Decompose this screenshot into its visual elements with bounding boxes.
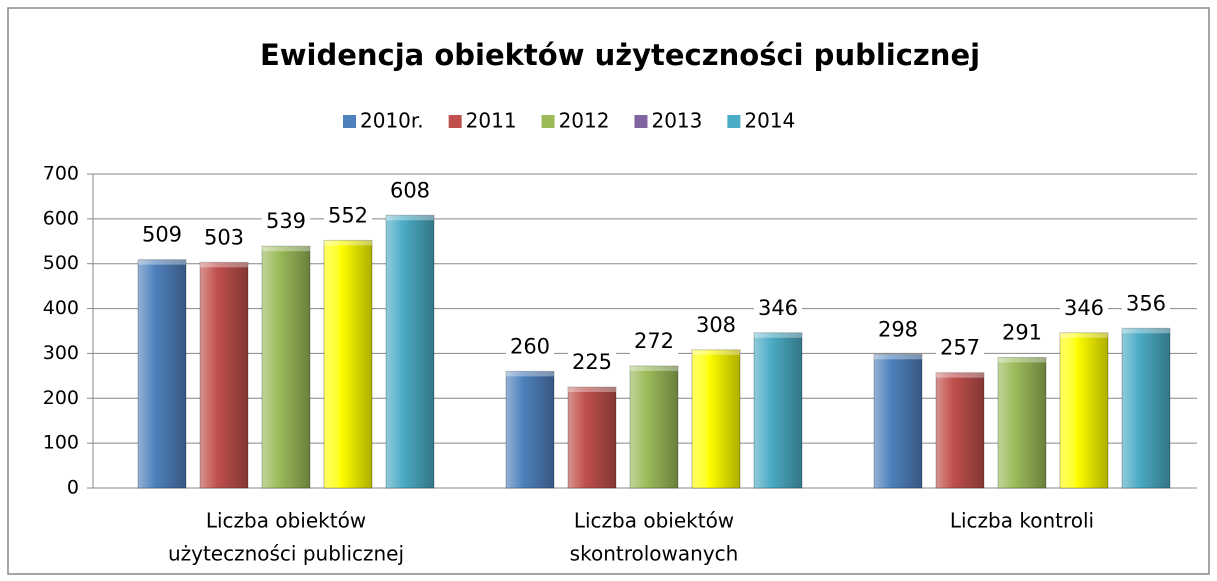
legend-label: 2010r.	[360, 109, 424, 133]
bar-top	[692, 349, 740, 355]
legend-swatch	[634, 115, 648, 128]
legend-label: 2013	[651, 109, 702, 133]
bar-top	[200, 262, 248, 268]
legend-label: 2011	[466, 109, 517, 133]
bar-top	[262, 246, 310, 252]
y-tick-label: 600	[43, 207, 79, 229]
data-label-bg	[567, 349, 617, 378]
legend-label: 2014	[744, 109, 795, 133]
bar	[505, 370, 555, 489]
y-tick-label: 700	[43, 163, 79, 185]
bar	[997, 356, 1047, 489]
bar	[691, 349, 741, 489]
data-label: 539	[266, 209, 306, 233]
bar	[1059, 332, 1109, 489]
y-tick-label: 100	[43, 432, 79, 454]
data-label: 346	[1064, 296, 1104, 320]
data-label: 291	[1002, 320, 1042, 344]
bar	[323, 239, 373, 489]
data-label-bg	[1121, 290, 1171, 319]
data-label-bg	[323, 202, 373, 231]
data-label-bg	[629, 327, 679, 356]
data-label-bg	[753, 294, 803, 323]
bar-top	[998, 357, 1046, 363]
bar	[629, 365, 679, 489]
y-tick-label: 0	[67, 477, 79, 499]
x-tick-label: Liczba obiektów	[206, 509, 366, 533]
data-label: 257	[940, 336, 980, 360]
bar	[261, 245, 311, 489]
bar	[199, 261, 249, 489]
x-tick-label: skontrolowanych	[570, 542, 739, 566]
x-tick-label: Liczba obiektów	[574, 509, 734, 533]
legend-swatch	[541, 115, 555, 128]
y-tick-label: 200	[43, 387, 79, 409]
bar	[1121, 327, 1171, 489]
data-label: 260	[510, 334, 550, 358]
chart-border	[7, 7, 1210, 575]
legend-swatch	[448, 115, 462, 128]
data-label-bg	[691, 311, 741, 340]
data-label: 608	[390, 178, 430, 202]
data-label: 225	[572, 350, 612, 374]
x-tick-label: Liczba kontroli	[950, 509, 1094, 533]
y-tick-label: 300	[43, 342, 79, 364]
data-label-bg	[1059, 294, 1109, 323]
data-label-bg	[505, 333, 555, 362]
chart-title: Ewidencja obiektów użyteczności publiczn…	[260, 38, 980, 72]
legend-swatch	[343, 115, 356, 128]
legend-label: 2012	[559, 109, 610, 133]
bar-top	[568, 387, 616, 393]
bar-top	[1060, 332, 1108, 338]
bar-top	[754, 332, 802, 338]
bar	[137, 259, 187, 489]
data-label-bg	[137, 221, 187, 250]
data-label: 308	[696, 313, 736, 337]
legend-swatch	[727, 115, 741, 128]
bar	[873, 353, 923, 489]
bar-top	[1122, 328, 1170, 334]
data-label-bg	[997, 319, 1047, 348]
data-label: 346	[758, 296, 798, 320]
data-label: 298	[878, 317, 918, 341]
bar	[385, 214, 435, 489]
y-tick-label: 500	[43, 252, 79, 274]
data-label: 509	[142, 223, 182, 247]
bar-top	[936, 372, 984, 378]
bar-top	[630, 365, 678, 371]
data-label: 503	[204, 225, 244, 249]
data-label-bg	[935, 334, 985, 363]
data-label-bg	[261, 208, 311, 237]
data-label-bg	[873, 316, 923, 345]
bar	[935, 372, 985, 489]
bar	[753, 332, 803, 489]
bar	[567, 386, 617, 489]
bar-top	[324, 240, 372, 246]
bar-top	[874, 354, 922, 360]
data-label: 272	[634, 329, 674, 353]
bar-top	[386, 215, 434, 221]
y-tick-label: 400	[43, 297, 79, 319]
data-label-bg	[385, 177, 435, 206]
data-label: 552	[328, 203, 368, 227]
x-tick-label: użyteczności publicznej	[168, 542, 404, 566]
bar-top	[138, 259, 186, 265]
bar-top	[506, 371, 554, 377]
data-label: 356	[1126, 291, 1166, 315]
data-label-bg	[199, 224, 249, 253]
